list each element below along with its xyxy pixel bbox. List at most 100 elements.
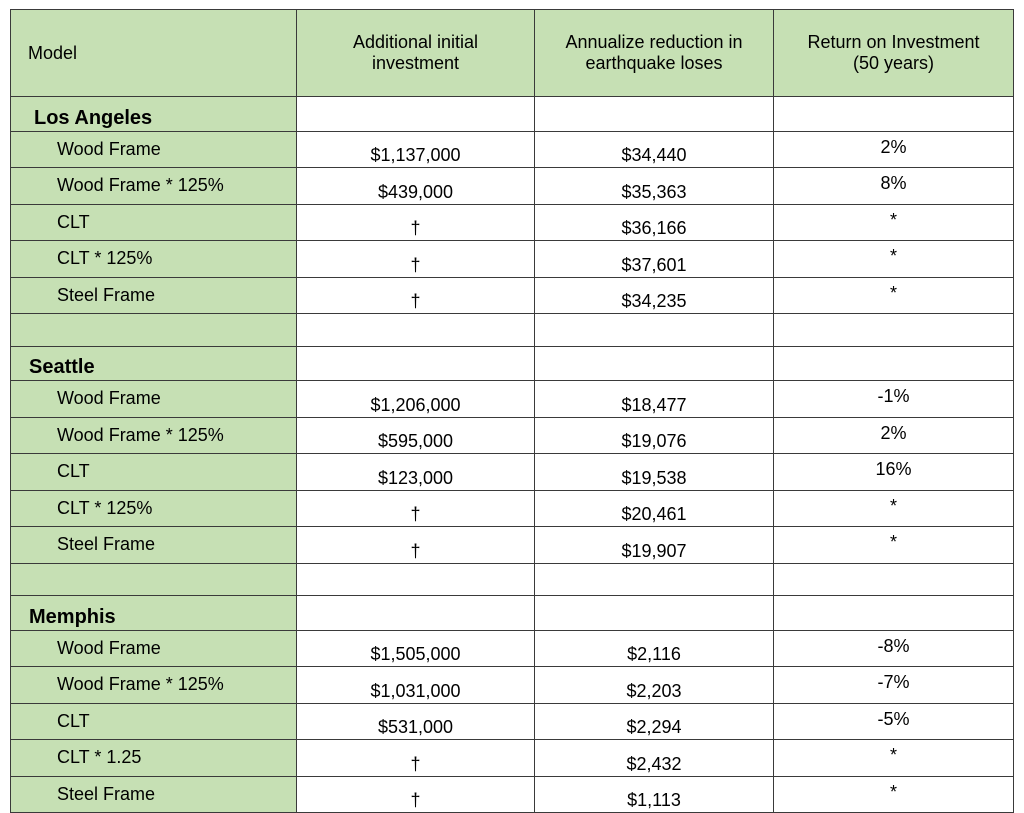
model-cell: Wood Frame * 125% bbox=[10, 666, 297, 704]
roi-cell: * bbox=[773, 526, 1014, 564]
investment-cell: $531,000 bbox=[296, 702, 535, 740]
table-row: Steel Frame † $19,907 * bbox=[10, 526, 1014, 564]
roi-cell: 2% bbox=[773, 130, 1014, 168]
table-row: CLT † $36,166 * bbox=[10, 203, 1014, 241]
roi-cell: * bbox=[773, 739, 1014, 777]
empty-cell bbox=[534, 345, 774, 381]
model-cell: CLT * 125% bbox=[10, 240, 297, 278]
model-cell: CLT bbox=[10, 203, 297, 241]
roi-table-container: Model Additional initial investment Annu… bbox=[10, 9, 1014, 813]
investment-cell: $1,206,000 bbox=[296, 380, 535, 418]
empty-cell bbox=[10, 562, 297, 596]
investment-cell: † bbox=[296, 739, 535, 777]
header-investment: Additional initial investment bbox=[296, 9, 535, 97]
model-cell: Wood Frame * 125% bbox=[10, 416, 297, 454]
roi-cell: -5% bbox=[773, 702, 1014, 740]
reduction-cell: $34,235 bbox=[534, 276, 774, 314]
investment-cell: $595,000 bbox=[296, 416, 535, 454]
model-cell: CLT bbox=[10, 702, 297, 740]
roi-cell: * bbox=[773, 240, 1014, 278]
header-investment-line2: investment bbox=[371, 53, 460, 73]
model-cell: CLT bbox=[10, 453, 297, 491]
table-row: CLT * 125% † $37,601 * bbox=[10, 240, 1014, 278]
table-row: Wood Frame * 125% $1,031,000 $2,203 -7% bbox=[10, 666, 1014, 704]
reduction-cell: $35,363 bbox=[534, 167, 774, 205]
investment-cell: $439,000 bbox=[296, 167, 535, 205]
section-row-la: Los Angeles bbox=[10, 96, 1014, 132]
model-cell: Wood Frame * 125% bbox=[10, 167, 297, 205]
reduction-cell: $19,076 bbox=[534, 416, 774, 454]
table-row: Wood Frame * 125% $439,000 $35,363 8% bbox=[10, 167, 1014, 205]
header-reduction: Annualize reduction in earthquake loses bbox=[534, 9, 774, 97]
table-row: Wood Frame $1,137,000 $34,440 2% bbox=[10, 130, 1014, 168]
reduction-cell: $1,113 bbox=[534, 775, 774, 813]
roi-cell: * bbox=[773, 203, 1014, 241]
header-roi-line2: (50 years) bbox=[852, 53, 935, 73]
section-label: Memphis bbox=[10, 595, 297, 631]
reduction-cell: $2,432 bbox=[534, 739, 774, 777]
header-roi-line1: Return on Investment bbox=[807, 32, 980, 52]
investment-cell: $1,137,000 bbox=[296, 130, 535, 168]
section-label: Seattle bbox=[10, 345, 297, 381]
empty-cell bbox=[534, 313, 774, 347]
model-cell: CLT * 125% bbox=[10, 489, 297, 527]
roi-cell: -8% bbox=[773, 629, 1014, 667]
model-cell: Wood Frame bbox=[10, 629, 297, 667]
investment-cell: $1,031,000 bbox=[296, 666, 535, 704]
empty-cell bbox=[296, 595, 535, 631]
roi-cell: 8% bbox=[773, 167, 1014, 205]
model-cell: Steel Frame bbox=[10, 526, 297, 564]
investment-cell: $123,000 bbox=[296, 453, 535, 491]
investment-cell: † bbox=[296, 276, 535, 314]
roi-cell: 16% bbox=[773, 453, 1014, 491]
table-row: CLT * 125% † $20,461 * bbox=[10, 489, 1014, 527]
header-investment-line1: Additional initial bbox=[352, 32, 479, 52]
investment-cell: † bbox=[296, 240, 535, 278]
empty-cell bbox=[534, 595, 774, 631]
empty-cell bbox=[296, 313, 535, 347]
header-roi: Return on Investment (50 years) bbox=[773, 9, 1014, 97]
roi-cell: * bbox=[773, 775, 1014, 813]
investment-cell: † bbox=[296, 489, 535, 527]
roi-table: Model Additional initial investment Annu… bbox=[10, 9, 1014, 813]
empty-cell bbox=[296, 96, 535, 132]
table-row: CLT $123,000 $19,538 16% bbox=[10, 453, 1014, 491]
model-cell: Steel Frame bbox=[10, 276, 297, 314]
spacer-row bbox=[10, 562, 1014, 596]
roi-cell: 2% bbox=[773, 416, 1014, 454]
table-row: Steel Frame † $34,235 * bbox=[10, 276, 1014, 314]
model-cell: CLT * 1.25 bbox=[10, 739, 297, 777]
investment-cell: † bbox=[296, 775, 535, 813]
reduction-cell: $20,461 bbox=[534, 489, 774, 527]
model-cell: Steel Frame bbox=[10, 775, 297, 813]
table-body: Los Angeles Wood Frame $1,137,000 $34,440 2%… bbox=[10, 96, 1014, 813]
header-reduction-line1: Annualize reduction in bbox=[565, 32, 743, 52]
spacer-row bbox=[10, 313, 1014, 347]
table-row: Wood Frame $1,505,000 $2,116 -8% bbox=[10, 629, 1014, 667]
table-row: CLT * 1.25 † $2,432 * bbox=[10, 739, 1014, 777]
empty-cell bbox=[10, 313, 297, 347]
reduction-cell: $18,477 bbox=[534, 380, 774, 418]
reduction-cell: $19,538 bbox=[534, 453, 774, 491]
roi-cell: * bbox=[773, 489, 1014, 527]
roi-cell: -1% bbox=[773, 380, 1014, 418]
section-row-seattle: Seattle bbox=[10, 345, 1014, 381]
reduction-cell: $36,166 bbox=[534, 203, 774, 241]
table-row: Wood Frame $1,206,000 $18,477 -1% bbox=[10, 380, 1014, 418]
table-row: Steel Frame † $1,113 * bbox=[10, 775, 1014, 813]
empty-cell bbox=[296, 562, 535, 596]
empty-cell bbox=[773, 313, 1014, 347]
table-row: Wood Frame * 125% $595,000 $19,076 2% bbox=[10, 416, 1014, 454]
empty-cell bbox=[296, 345, 535, 381]
empty-cell bbox=[773, 562, 1014, 596]
reduction-cell: $2,116 bbox=[534, 629, 774, 667]
model-cell: Wood Frame bbox=[10, 380, 297, 418]
table-row: CLT $531,000 $2,294 -5% bbox=[10, 702, 1014, 740]
empty-cell bbox=[534, 96, 774, 132]
header-model: Model bbox=[10, 9, 297, 97]
investment-cell: $1,505,000 bbox=[296, 629, 535, 667]
reduction-cell: $34,440 bbox=[534, 130, 774, 168]
empty-cell bbox=[773, 595, 1014, 631]
empty-cell bbox=[773, 96, 1014, 132]
model-cell: Wood Frame bbox=[10, 130, 297, 168]
